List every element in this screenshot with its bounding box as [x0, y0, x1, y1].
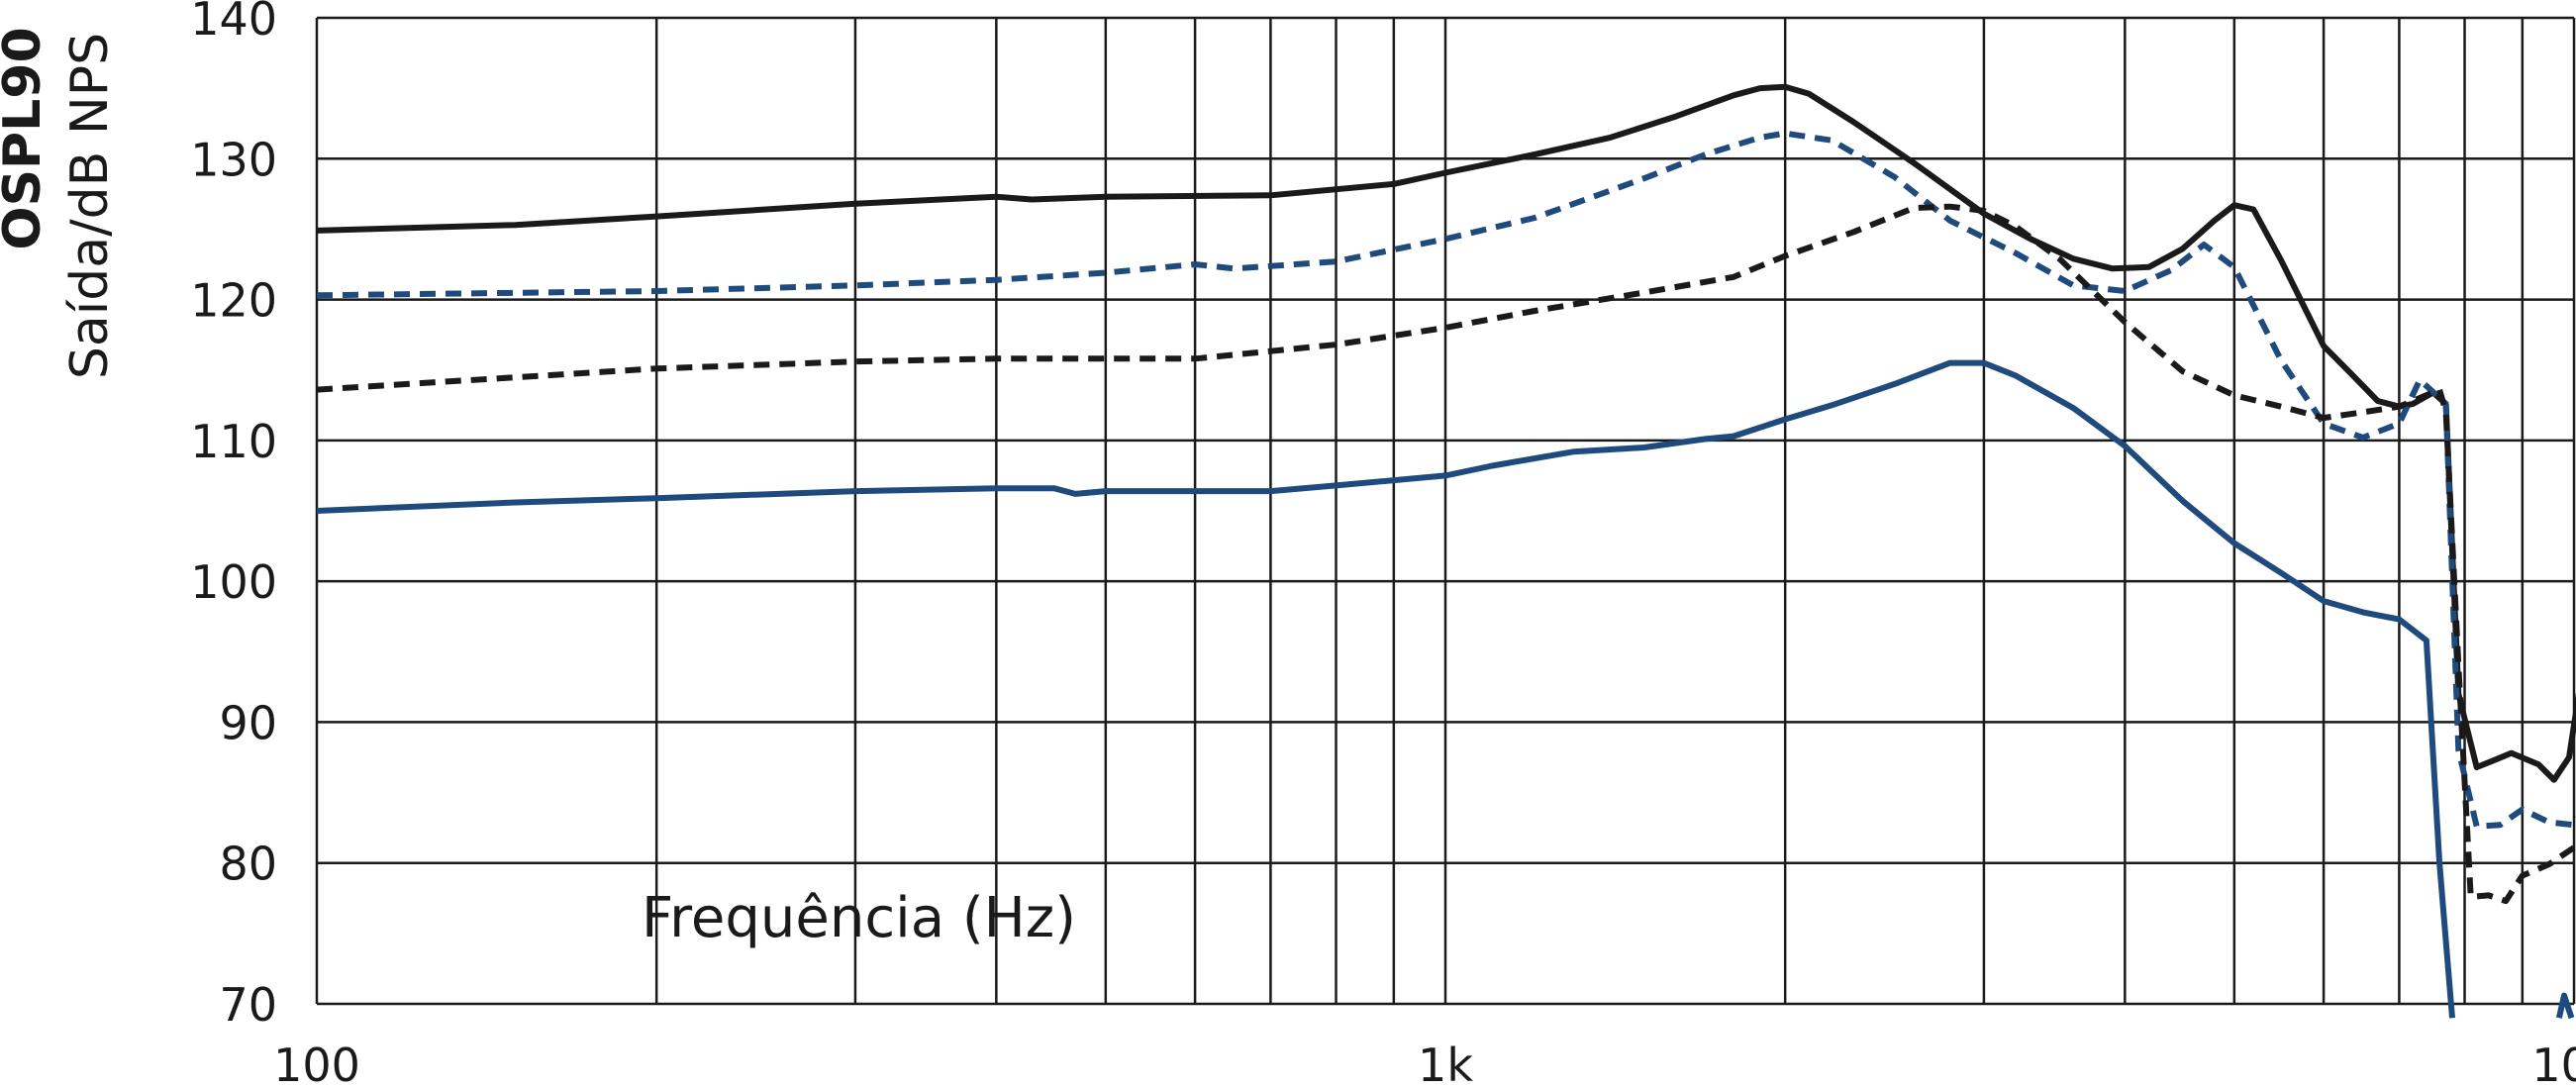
y-tick-label: 120	[190, 274, 277, 328]
series-line-1	[316, 83, 2576, 783]
y-axis-title: Saída/dB NPS	[60, 33, 120, 379]
grid	[315, 16, 2576, 1006]
y-axis-title-bold: OSPL90	[0, 27, 52, 249]
series-line-3	[316, 203, 2576, 905]
y-tick-label: 110	[190, 415, 277, 468]
series-line-5	[2555, 992, 2575, 1020]
series-line-4	[316, 359, 2455, 1019]
x-axis-title: Frequência (Hz)	[642, 886, 1076, 950]
x-tick-label: 100	[273, 1039, 360, 1089]
y-tick-label: 100	[190, 555, 277, 609]
tick-labels: 140 130 120 110 100 90 80 70 100 1k 10k	[190, 0, 2576, 1089]
y-tick-label: 140	[190, 0, 277, 46]
x-tick-label: 10k	[2531, 1039, 2576, 1089]
y-tick-label: 80	[219, 838, 277, 891]
y-tick-label: 130	[190, 133, 277, 186]
series-group	[316, 83, 2576, 1020]
y-tick-label: 70	[219, 978, 277, 1032]
x-tick-label: 1k	[1418, 1039, 1473, 1089]
y-tick-label: 90	[219, 696, 277, 749]
